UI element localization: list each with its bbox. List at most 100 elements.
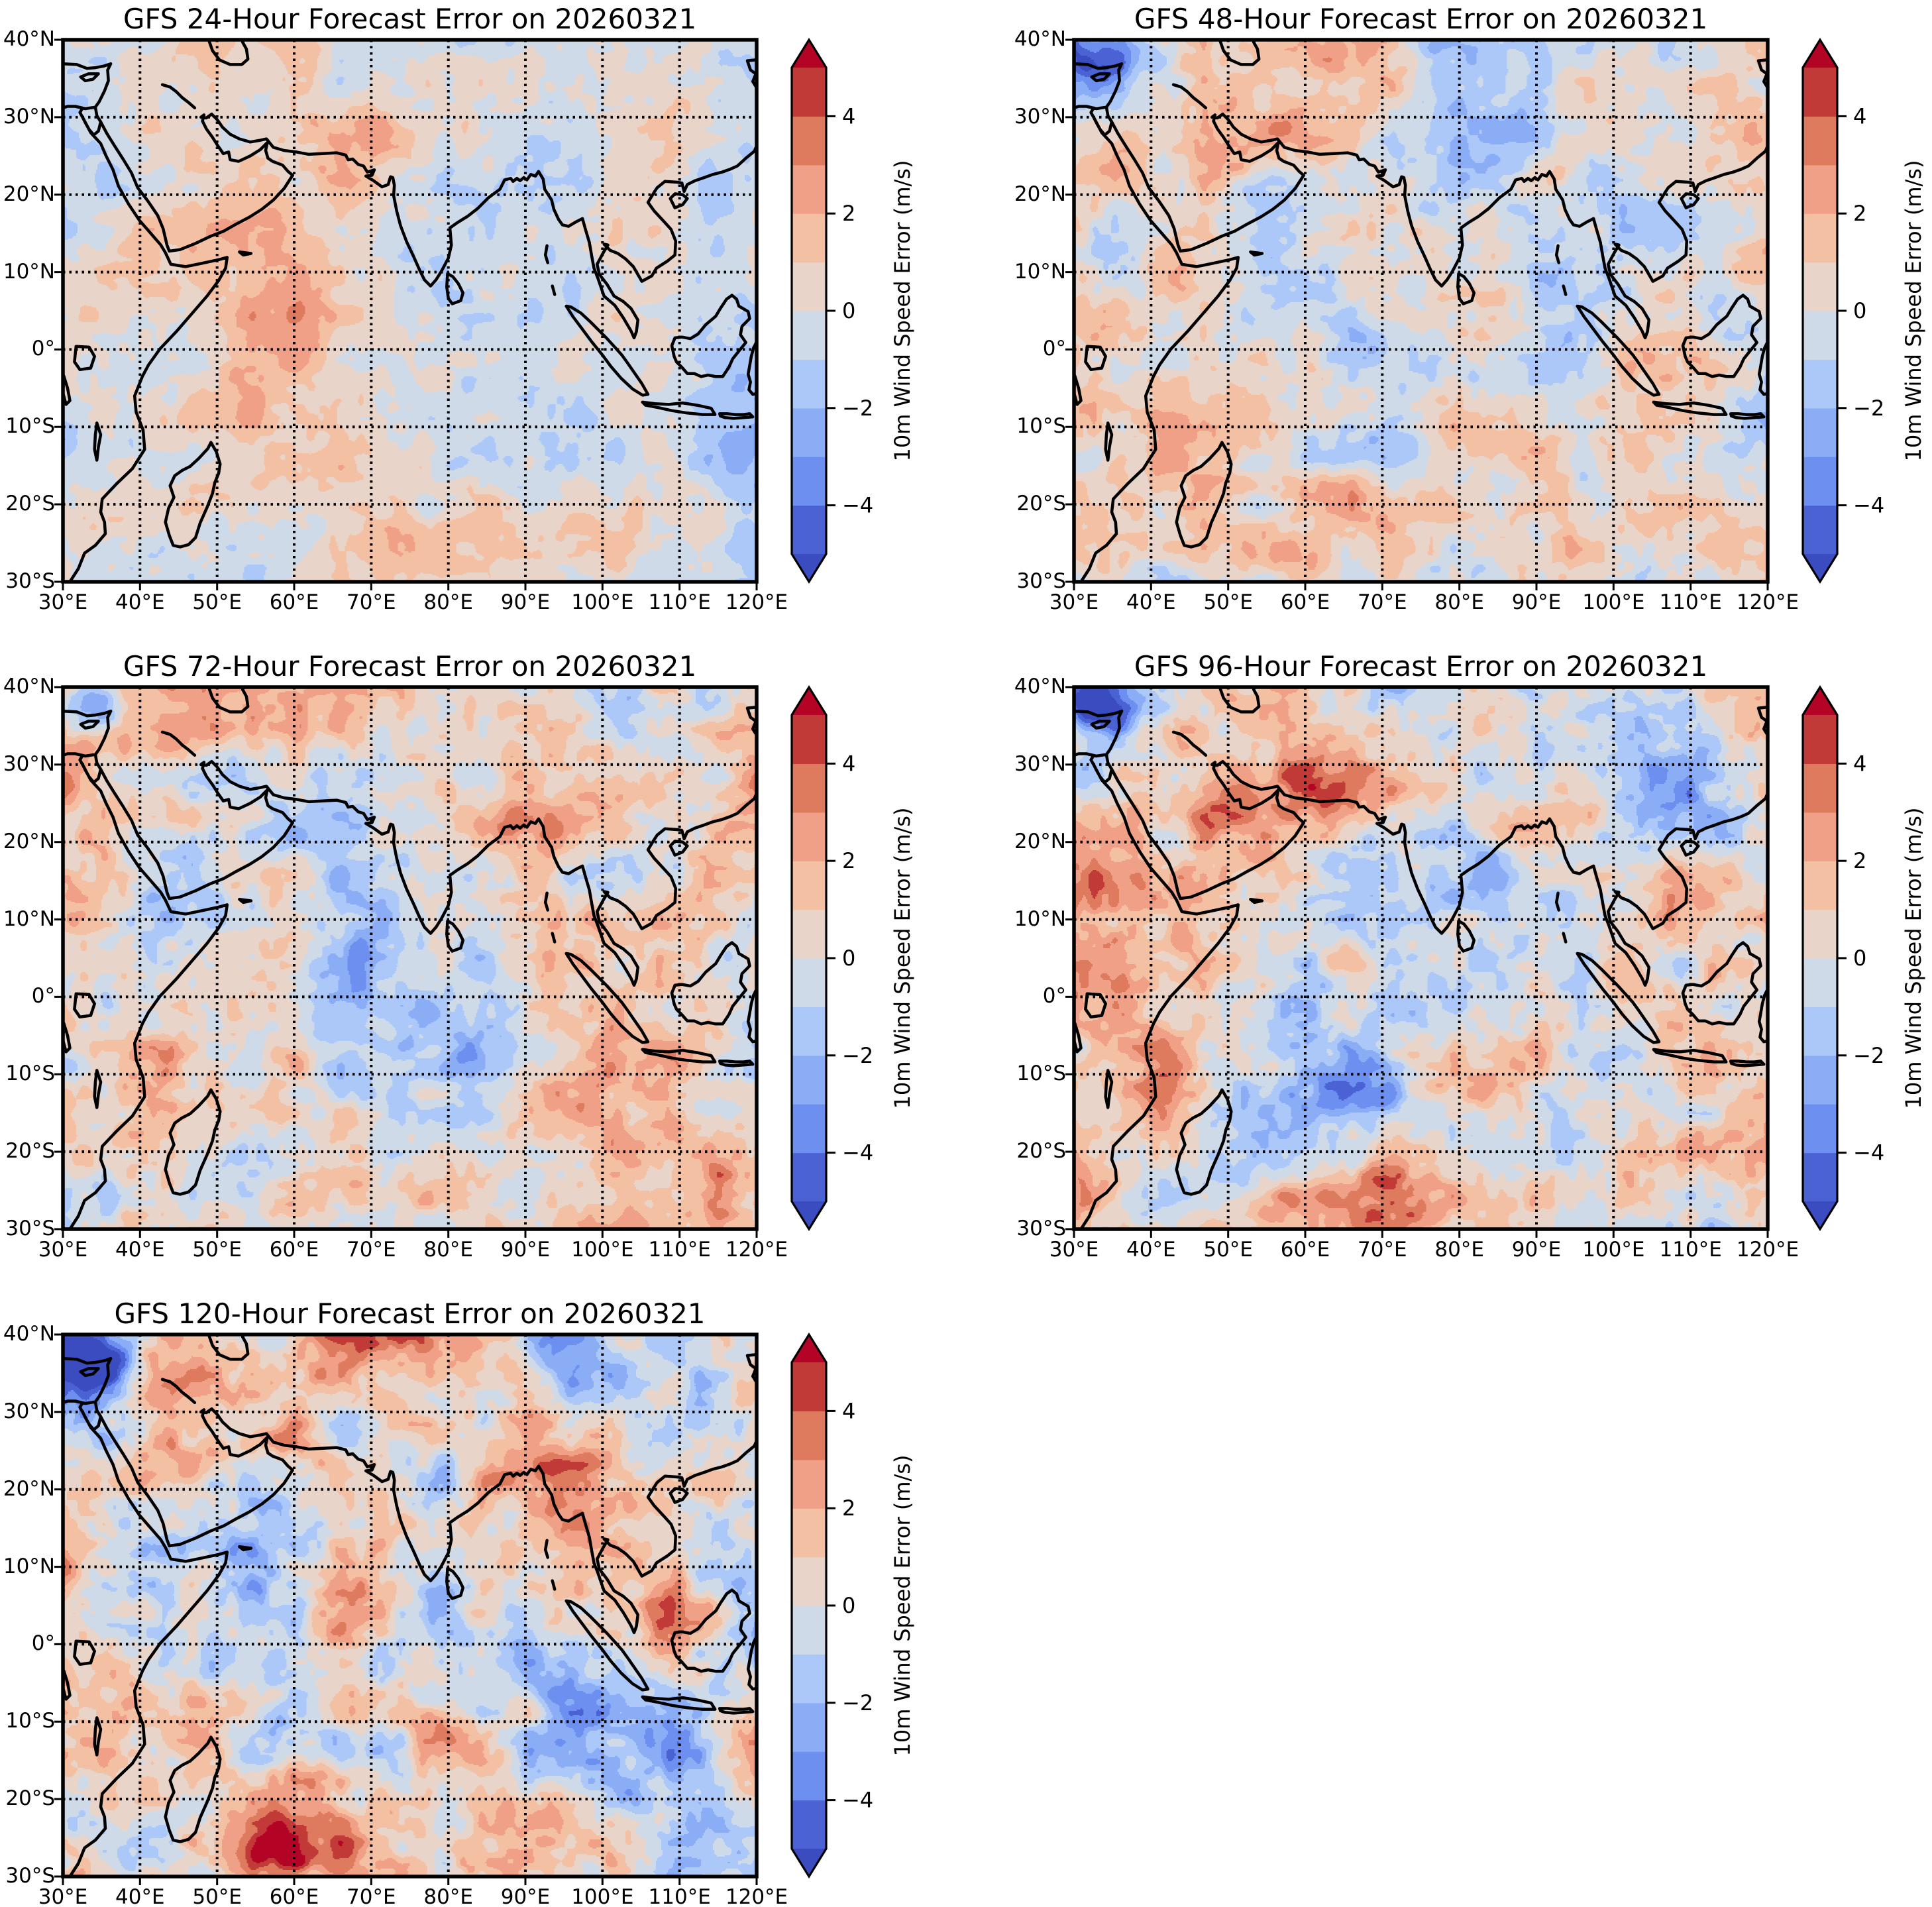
x-tick-label: 100°E [571, 1238, 634, 1262]
map-frame [61, 38, 759, 584]
y-tick-label: 10°S [5, 414, 55, 439]
colorbar-segment [792, 1459, 826, 1509]
error-field-map [63, 1335, 757, 1877]
colorbar-tick-label: 2 [842, 1496, 855, 1521]
x-tick-label: 40°E [1126, 590, 1176, 614]
colorbar-segment [1803, 68, 1837, 117]
x-tick-label: 50°E [192, 590, 242, 614]
x-tick-label: 110°E [648, 1238, 711, 1262]
colorbar-outline [1801, 684, 1839, 1232]
graticule-gridlines [62, 38, 758, 583]
y-tick-label: 30°N [3, 104, 55, 129]
error-field-map [1074, 40, 1768, 582]
x-tick-label: 100°E [1582, 590, 1645, 614]
colorbar-tick-label: 2 [842, 848, 855, 873]
x-tick-label: 40°E [1126, 1238, 1176, 1262]
axis-tick-marks [1065, 38, 1769, 590]
colorbar-axis-label: 10m Wind Speed Error (m/s) [890, 808, 915, 1109]
colorbar: 4 2 0 −2 −4 10m Wind Speed Error (m/s) [1801, 37, 1926, 584]
colorbar-over-arrow [792, 1335, 826, 1362]
y-tick-label: 20°S [5, 1786, 55, 1811]
colorbar-tick-label: 4 [842, 103, 855, 129]
panel-title: GFS 120-Hour Forecast Error on 20260321 [114, 1297, 706, 1330]
colorbar-segment [792, 715, 826, 764]
x-tick-label: 60°E [269, 1238, 319, 1262]
y-tick-label: 40°N [1014, 675, 1066, 698]
colorbar-segment [792, 1654, 826, 1704]
colorbar-over-arrow [1803, 40, 1837, 68]
colorbar-under-arrow [792, 1849, 826, 1877]
colorbar-segment [792, 457, 826, 506]
map-frame [1072, 38, 1770, 584]
colorbar-axis-label: 10m Wind Speed Error (m/s) [890, 1455, 915, 1757]
x-tick-label: 90°E [500, 590, 551, 614]
colorbar-over-arrow [792, 40, 826, 68]
colorbar-outline [790, 37, 828, 584]
colorbar-tick-label: −2 [842, 1690, 873, 1716]
coastline [1072, 38, 1770, 584]
colorbar-segment [792, 861, 826, 910]
x-tick-label: 100°E [1582, 1238, 1645, 1262]
colorbar-tick-label: 0 [842, 298, 855, 323]
colorbar-axis-label: 10m Wind Speed Error (m/s) [1901, 808, 1926, 1109]
y-tick-label: 30°S [5, 569, 55, 593]
colorbar-segment [1803, 164, 1837, 214]
x-tick-label: 70°E [347, 590, 396, 614]
x-tick-label: 110°E [648, 1885, 711, 1907]
x-tick-label: 60°E [269, 590, 319, 614]
graticule-gridlines [1073, 38, 1769, 583]
colorbar-tick-label: −4 [842, 1788, 873, 1813]
colorbar-under-arrow [1803, 554, 1837, 582]
x-tick-label: 90°E [500, 1238, 551, 1262]
y-tick-label: 20°S [5, 492, 55, 516]
colorbar-tick-label: 0 [1853, 946, 1866, 971]
x-tick-label: 30°E [38, 1885, 88, 1907]
x-tick-label: 50°E [1203, 1238, 1253, 1262]
x-tick-label: 110°E [1659, 1238, 1722, 1262]
colorbar-under-arrow [792, 554, 826, 582]
colorbar-tick-label: −4 [1853, 1140, 1884, 1166]
colorbar-segment [792, 213, 826, 263]
y-tick-label: 20°S [1016, 492, 1066, 516]
y-tick-label: 20°N [3, 182, 55, 206]
colorbar-tick-label: 2 [1853, 201, 1866, 226]
y-tick-label: 0° [1042, 337, 1066, 361]
x-tick-label: 80°E [1434, 590, 1484, 614]
y-tick-label: 40°N [3, 1322, 55, 1346]
colorbar-segment [792, 812, 826, 861]
error-field-map [63, 40, 757, 582]
x-tick-label: 120°E [1736, 590, 1799, 614]
y-tick-label: 30°N [3, 1399, 55, 1423]
x-tick-label: 90°E [1511, 590, 1562, 614]
colorbar-tick-label: −2 [842, 396, 873, 421]
colorbar: 4 2 0 −2 −4 10m Wind Speed Error (m/s) [790, 1332, 915, 1879]
map-frame [61, 685, 759, 1231]
axis-tick-marks [54, 1333, 758, 1885]
y-tick-label: 40°N [3, 27, 55, 51]
x-tick-label: 120°E [1736, 1238, 1799, 1262]
x-tick-label: 30°E [1049, 1238, 1099, 1262]
x-tick-label: 50°E [1203, 590, 1253, 614]
colorbar-segment [792, 1751, 826, 1801]
colorbar-tick-label: 4 [842, 751, 855, 776]
colorbar-segment [792, 909, 826, 959]
x-tick-label: 80°E [423, 590, 473, 614]
colorbar-segment [1803, 1152, 1837, 1202]
map-overlay [54, 685, 759, 1238]
y-tick-label: 10°N [3, 1554, 55, 1578]
y-tick-label: 10°S [5, 1062, 55, 1086]
x-tick-label: 60°E [1280, 1238, 1330, 1262]
x-tick-label: 30°E [1049, 590, 1099, 614]
x-tick-label: 70°E [1358, 590, 1407, 614]
colorbar-segment [1803, 213, 1837, 263]
colorbar-tick-label: 4 [842, 1398, 855, 1423]
x-tick-label: 40°E [115, 590, 165, 614]
colorbar-tick-label: −2 [1853, 396, 1884, 421]
x-tick-label: 100°E [571, 1885, 634, 1907]
colorbar-segment [1803, 958, 1837, 1007]
colorbar-tick-label: 0 [842, 1593, 855, 1618]
coastline [61, 685, 759, 1231]
